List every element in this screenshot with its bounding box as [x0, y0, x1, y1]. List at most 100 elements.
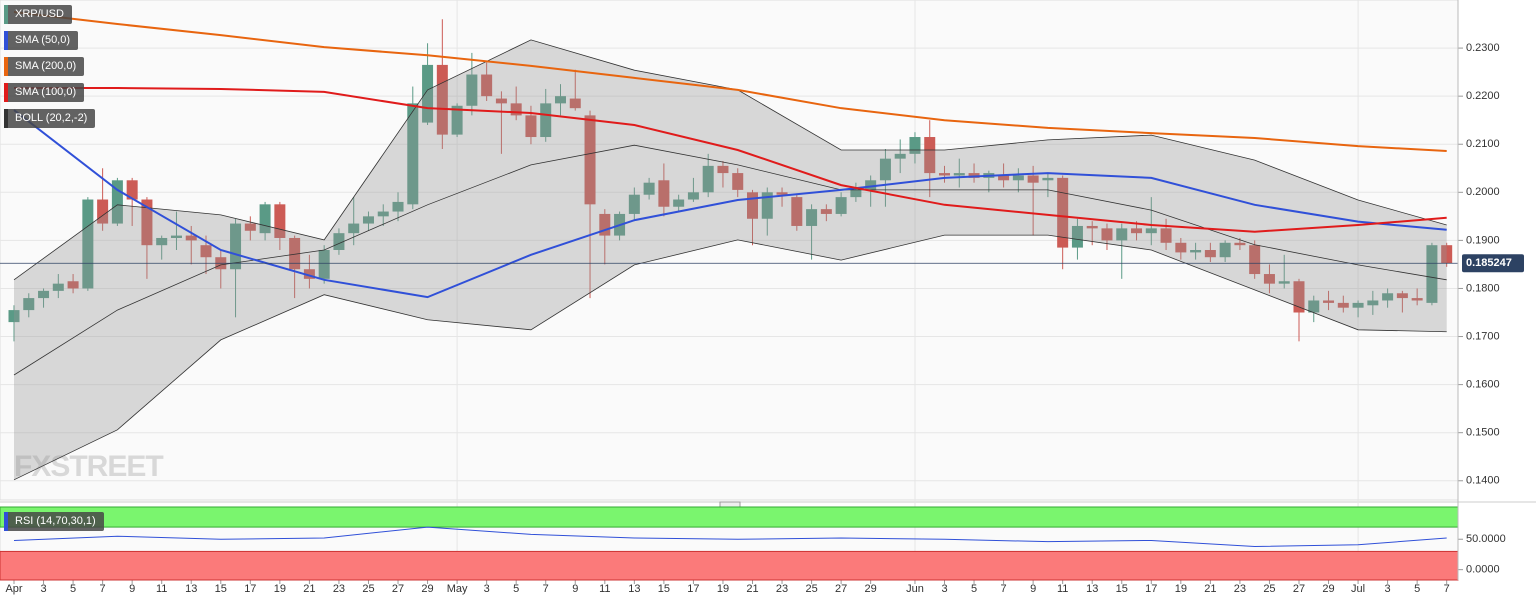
candle-body [1367, 300, 1379, 306]
x-tick-label: 19 [1175, 583, 1187, 595]
candle-body [540, 103, 552, 138]
candle-body [348, 223, 360, 234]
candle-body [1308, 300, 1320, 313]
candle-body [170, 235, 182, 238]
x-tick-label: 23 [333, 583, 345, 595]
candle-body [1175, 242, 1187, 253]
candle-body [968, 173, 980, 178]
legend-label: RSI (14,70,30,1) [15, 515, 96, 527]
candle-body [584, 115, 596, 205]
x-tick-label: Apr [5, 583, 22, 595]
candle-body [702, 165, 714, 193]
candle-body [1190, 250, 1202, 253]
candle-body [141, 199, 153, 246]
resize-handle[interactable] [719, 501, 741, 508]
x-tick-label: 25 [805, 583, 817, 595]
candle-body [747, 192, 758, 219]
x-tick-label: 3 [40, 583, 46, 595]
y-tick-label: 0.2200 [1466, 90, 1500, 102]
candle-body [525, 115, 537, 138]
candle-body [185, 235, 197, 241]
candle-body [466, 74, 478, 106]
x-tick-label: 21 [746, 583, 758, 595]
candle-body [1352, 302, 1364, 308]
x-tick-label: 15 [1116, 583, 1128, 595]
candle-body [1426, 245, 1438, 303]
legend-swatch [4, 31, 8, 50]
x-tick-label: 9 [1030, 583, 1036, 595]
candle-body [776, 192, 788, 195]
candle-body [628, 194, 640, 214]
x-tick-label: 5 [1414, 583, 1420, 595]
legend-swatch [4, 83, 8, 102]
candle-body [1160, 228, 1172, 243]
x-tick-label: 29 [421, 583, 433, 595]
candle-body [436, 64, 448, 135]
y-tick-label: 0.2000 [1466, 186, 1500, 198]
candle-body [67, 281, 79, 289]
candle-body [422, 64, 434, 123]
legend-swatch [4, 57, 8, 76]
candle-body [230, 223, 242, 270]
candle-body [1116, 228, 1128, 241]
candle-body [820, 209, 832, 214]
x-tick-label: 23 [776, 583, 788, 595]
candle-body [791, 197, 803, 226]
candle-body [274, 204, 286, 238]
x-tick-label: 13 [1086, 583, 1098, 595]
x-tick-label: 13 [628, 583, 640, 595]
candle-body [1234, 242, 1246, 246]
x-tick-label: 21 [1204, 583, 1216, 595]
candle-body [1204, 250, 1216, 258]
candle-body [909, 137, 921, 154]
x-tick-label: 3 [484, 583, 490, 595]
x-tick-label: 5 [513, 583, 519, 595]
x-tick-label: May [447, 583, 468, 595]
candle-body [1145, 228, 1157, 234]
last-price-label: 0.185247 [1466, 257, 1512, 269]
candle-body [97, 199, 109, 224]
overbought-zone [0, 506, 1459, 528]
candle-body [407, 103, 419, 205]
candle-body [1219, 242, 1231, 258]
x-tick-label: 21 [303, 583, 315, 595]
candle-body [1086, 225, 1098, 229]
candle-body [1411, 298, 1423, 301]
x-tick-label: 15 [215, 583, 227, 595]
candle-body [687, 192, 699, 200]
x-tick-label: 29 [865, 583, 877, 595]
y-tick-label: 0.1900 [1466, 234, 1500, 246]
candle-body [481, 74, 493, 97]
legend-rsi: RSI (14,70,30,1) [4, 512, 104, 531]
rsi-tick-label: 50.0000 [1466, 533, 1506, 545]
candle-body [362, 216, 374, 224]
candle-body [1131, 228, 1143, 234]
candle-body [126, 180, 138, 200]
candle-body [259, 204, 271, 234]
x-tick-label: 15 [658, 583, 670, 595]
candle-body [865, 180, 877, 190]
x-tick-label: 19 [274, 583, 286, 595]
candle-body [8, 310, 20, 323]
candle-body [1042, 177, 1054, 181]
x-tick-label: Jun [906, 583, 924, 595]
sma-line [13, 109, 1447, 299]
candle-body [732, 173, 744, 190]
sma-line [14, 86, 1447, 233]
oversold-zone [0, 550, 1459, 581]
legend-sma50: SMA (50,0) [4, 31, 79, 50]
candle-body [1012, 175, 1024, 181]
y-tick-label: 0.2100 [1466, 138, 1500, 150]
candle-body [111, 180, 123, 224]
candle-body [1323, 300, 1335, 303]
x-tick-label: 27 [1293, 583, 1305, 595]
legend-symbol: XRP/USD [4, 5, 72, 24]
x-tick-label: 5 [70, 583, 76, 595]
x-tick-label: 11 [156, 583, 167, 595]
x-tick-label: 3 [1385, 583, 1391, 595]
x-tick-label: 9 [572, 583, 578, 595]
x-tick-label: 17 [244, 583, 256, 595]
candle-body [894, 153, 906, 159]
candle-body [38, 290, 50, 299]
